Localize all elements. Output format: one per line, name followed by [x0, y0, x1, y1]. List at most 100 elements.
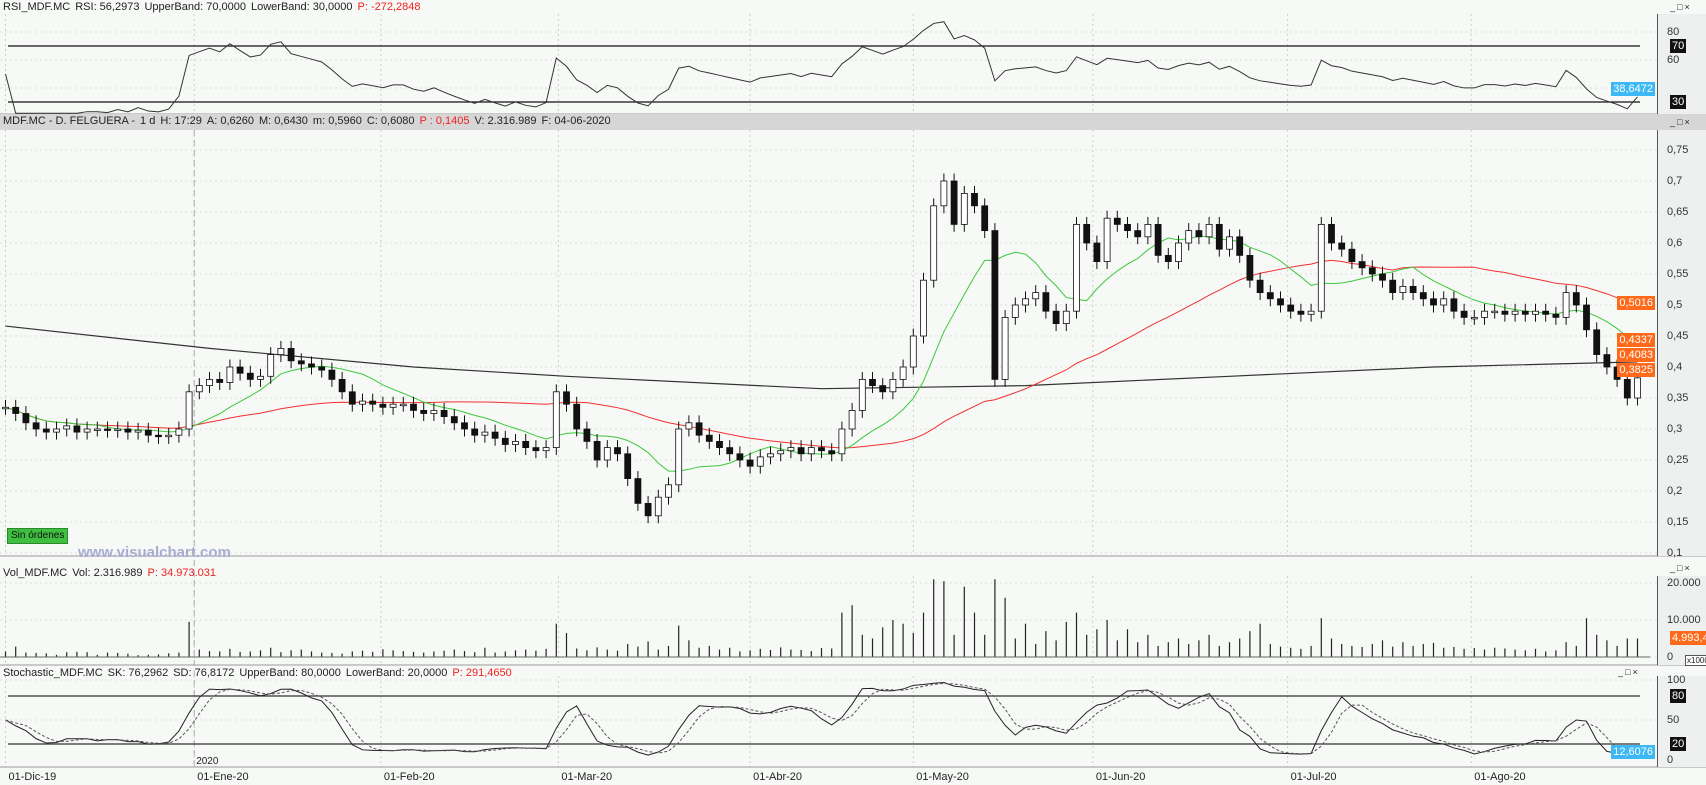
candle [1552, 313, 1560, 318]
candle [614, 447, 621, 455]
candle [1256, 279, 1264, 294]
date-label: 01-Jun-20 [1095, 771, 1146, 783]
rsi-tick-label: 80 [1667, 26, 1680, 38]
orders-badge[interactable]: Sin órdenes [7, 528, 69, 544]
candle [705, 434, 713, 442]
stoch-last-value: 12,6076 [1611, 745, 1655, 759]
candle [889, 378, 897, 393]
candle [726, 447, 734, 455]
price-tick-label: 0,2 [1667, 485, 1683, 497]
candle [277, 347, 285, 355]
rsi-tick-label: 60 [1667, 54, 1680, 66]
candle [716, 440, 723, 448]
candle [481, 431, 489, 436]
candle [787, 447, 795, 452]
price-axis[interactable] [1657, 130, 1706, 556]
price-tick-label: 0,5 [1667, 299, 1683, 311]
candle [32, 422, 40, 430]
candle [430, 409, 438, 414]
candle [1236, 236, 1244, 256]
volume-window-buttons[interactable]: _□× [1670, 563, 1692, 573]
stoch-k-line [5, 681, 1638, 756]
candle [828, 450, 836, 455]
candle [624, 453, 632, 479]
candle [1215, 223, 1223, 250]
open: A: 0,6260 [206, 115, 254, 127]
price-last-value: 0,4083 [1617, 348, 1655, 362]
candle [1185, 230, 1193, 244]
candle [552, 391, 560, 448]
candle [1593, 329, 1601, 355]
price-last-value: 0,4337 [1617, 333, 1655, 347]
price-tick-label: 0,3 [1667, 423, 1683, 435]
candle [593, 440, 601, 461]
volume-axis[interactable] [1657, 576, 1706, 665]
candle [644, 502, 652, 517]
price-window-buttons[interactable]: _□× [1670, 117, 1692, 127]
candle [848, 409, 856, 430]
candle [308, 363, 315, 368]
candle [665, 484, 672, 498]
candle [736, 453, 744, 461]
candle [491, 431, 499, 439]
stoch-tick-label: 0 [1667, 754, 1674, 766]
candle [573, 403, 581, 430]
price-tick-label: 0,35 [1667, 392, 1689, 404]
candle [1317, 223, 1325, 312]
candle [399, 403, 407, 407]
ma-short-line [5, 235, 1638, 472]
volume-last-value: 4.993,49 [1670, 631, 1706, 645]
stoch-upper: UpperBand: 80,0000 [239, 667, 341, 679]
candle [1062, 310, 1070, 325]
stoch-band-value: 80 [1670, 689, 1687, 703]
candle [246, 372, 254, 380]
candle [1419, 292, 1427, 300]
candle [1287, 304, 1295, 312]
candle [940, 180, 948, 207]
vol-value: Vol: 2.316.989 [72, 567, 143, 579]
price-tick-label: 0,65 [1667, 206, 1689, 218]
candle [1583, 304, 1590, 331]
candle [1277, 298, 1284, 306]
stoch-name: Stochastic_MDF.MC [3, 667, 103, 679]
candle [1623, 378, 1631, 399]
low: m: 0,5960 [312, 115, 362, 127]
candle [542, 447, 550, 452]
candle [297, 360, 305, 365]
candle [1124, 223, 1131, 231]
candle [685, 422, 693, 430]
candle [461, 422, 468, 430]
stoch-p: P: 291,4650 [452, 667, 512, 679]
candle [410, 403, 417, 411]
price-tick-label: 0,75 [1667, 144, 1689, 156]
rsi-upper: UpperBand: 70,0000 [144, 1, 246, 13]
candle [1042, 292, 1050, 312]
candle [175, 428, 183, 436]
candle [756, 456, 764, 467]
candle [1399, 285, 1407, 293]
stoch-tick-label: 50 [1667, 714, 1680, 726]
candle [981, 205, 989, 232]
stoch-sd: SD: 76,8172 [173, 667, 235, 679]
stochastic-window-buttons[interactable]: _□× [1618, 667, 1640, 677]
candle [1338, 242, 1346, 250]
candle [471, 428, 479, 436]
candle [654, 496, 662, 517]
candle [53, 428, 60, 433]
year-label: 2020 [196, 756, 219, 767]
rsi-window-buttons[interactable]: _□× [1670, 2, 1692, 12]
candle [216, 378, 224, 383]
candle [1022, 298, 1029, 306]
price-tick-label: 0,6 [1667, 237, 1683, 249]
candle [359, 400, 366, 405]
candle [369, 400, 377, 405]
candle [1389, 279, 1397, 294]
candle [1491, 310, 1499, 314]
candle [1052, 310, 1060, 325]
candle [22, 413, 30, 424]
candle [1175, 242, 1182, 263]
candle [1093, 242, 1101, 263]
candle [1542, 310, 1550, 315]
